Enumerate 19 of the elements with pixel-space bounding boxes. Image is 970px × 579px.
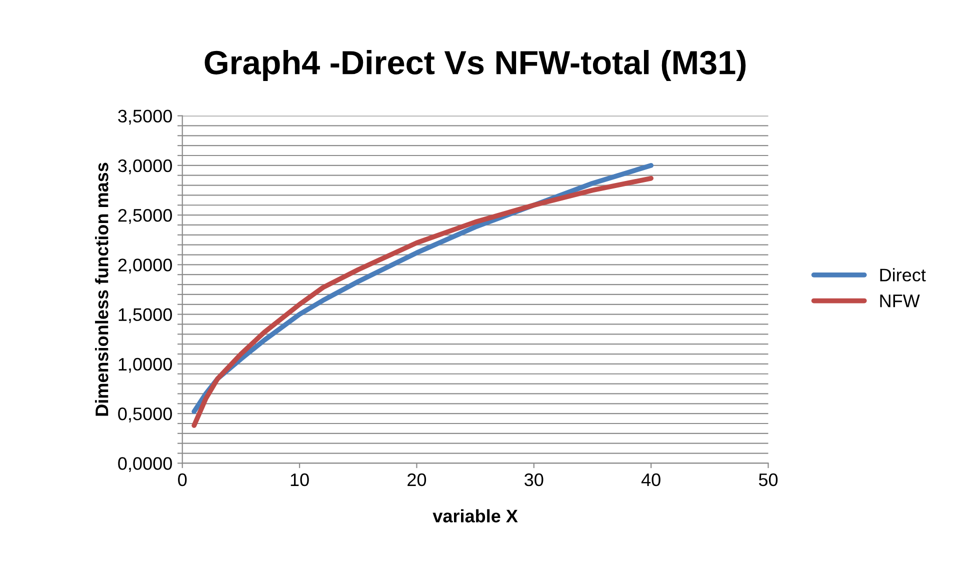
x-tick-label: 40 [641, 473, 660, 486]
x-tick-label: 20 [408, 473, 426, 486]
x-tick-label: 30 [524, 473, 544, 486]
chart-title: Graph4 -Direct Vs NFW-total (M31) [204, 50, 746, 82]
y-tick-label: 3,5000 [118, 110, 172, 125]
y-tick-label: 2,5000 [118, 208, 172, 224]
y-tick-label: 0,0000 [118, 457, 172, 472]
x-tick-label: 0 [178, 473, 187, 486]
y-tick-label: 0,5000 [118, 408, 172, 422]
legend-label: NFW [880, 294, 920, 308]
x-tick-label: 50 [758, 473, 778, 486]
y-tick-label: 1,5000 [118, 308, 172, 324]
x-axis-title: variable X [432, 509, 518, 522]
y-tick-label: 1,0000 [118, 358, 172, 373]
y-tick-label: 3,0000 [118, 159, 172, 174]
x-tick-label: 10 [290, 473, 309, 486]
y-tick-label: 2,0000 [118, 258, 172, 274]
legend-label: Direct [880, 268, 926, 282]
y-axis-title: Dimensionless function mass [95, 162, 108, 416]
